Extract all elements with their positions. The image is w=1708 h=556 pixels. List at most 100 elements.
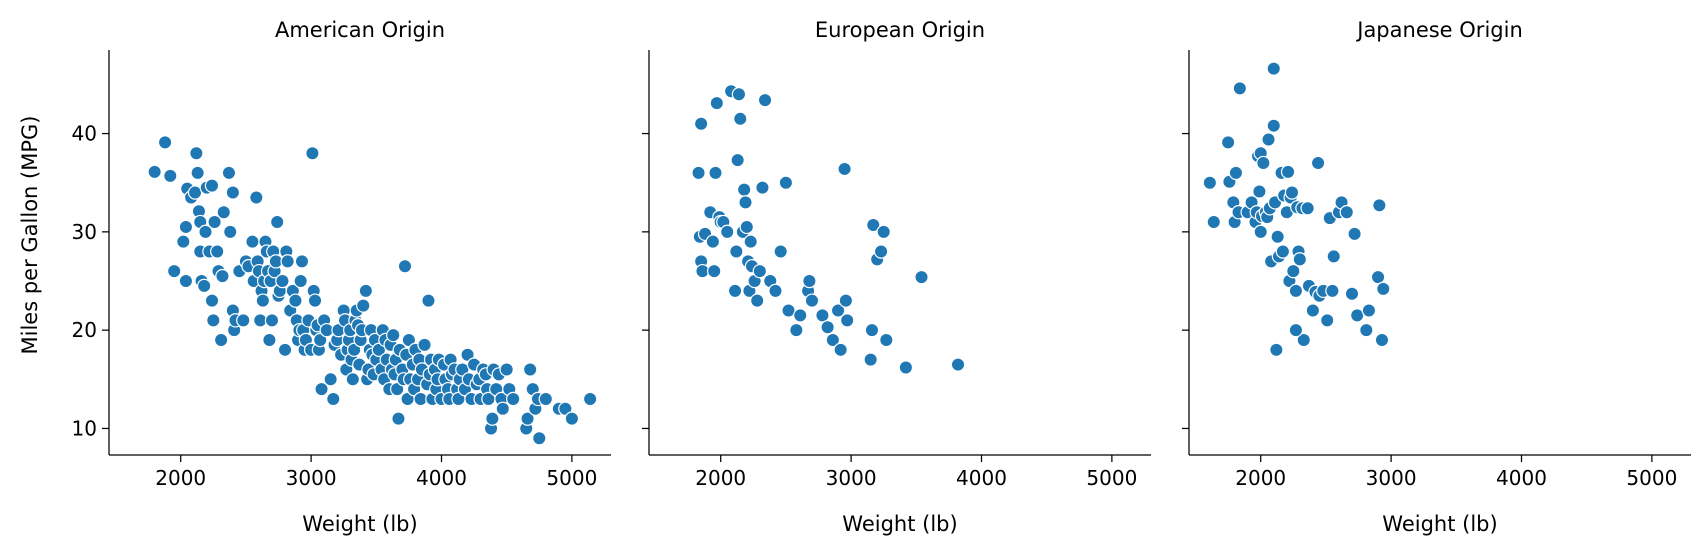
scatter-point	[346, 342, 362, 358]
scatter-point	[1256, 155, 1271, 171]
scatter-point	[1275, 244, 1291, 259]
scatter-point	[460, 347, 475, 362]
y-tick-label: 20	[72, 318, 97, 342]
scatter-point	[1376, 281, 1391, 297]
x-axis-label: Weight (lb)	[1382, 512, 1497, 536]
x-axis-label: Weight (lb)	[302, 512, 417, 536]
scatter-point	[189, 146, 204, 161]
scatter-point	[255, 293, 271, 308]
scatter-point	[245, 234, 260, 249]
scatter-point	[1202, 175, 1218, 190]
scatter-point	[825, 332, 841, 348]
scatter-point	[873, 244, 889, 259]
scatter-point	[1284, 185, 1300, 200]
scatter-point	[277, 342, 293, 358]
panel-title: Japanese Origin	[1355, 18, 1523, 42]
scatter-point	[249, 190, 264, 205]
scatter-point	[876, 224, 891, 240]
scatter-point	[397, 259, 413, 274]
scatter-point	[1320, 313, 1335, 328]
scatter-point	[1266, 118, 1281, 133]
scatter-point	[323, 372, 338, 387]
scatter-point	[863, 352, 878, 367]
scatter-point	[1228, 165, 1244, 181]
panel-2: European Origin 2000 3000 4000 5000 Weight (l…	[642, 18, 1151, 536]
scatter-point	[731, 87, 747, 102]
scatter-point	[307, 293, 323, 308]
x-tick-label: 5000	[1626, 466, 1677, 490]
scatter-point	[864, 322, 880, 338]
scatter-point	[206, 313, 221, 328]
scatter-point	[1347, 226, 1362, 242]
scatter-point	[582, 391, 598, 407]
scatter-point	[313, 332, 328, 348]
scatter-point	[1280, 164, 1296, 180]
scatter-point	[564, 411, 580, 426]
scatter-point	[166, 263, 182, 279]
scatter-point	[1300, 201, 1315, 216]
scatter-points	[147, 135, 598, 446]
scatter-point	[733, 111, 748, 127]
scatter-point	[773, 244, 788, 259]
scatter-point	[879, 332, 894, 348]
scatter-point	[386, 327, 401, 343]
scatter-point	[270, 214, 285, 230]
scatter-point	[1296, 332, 1311, 348]
scatter-point	[738, 195, 753, 210]
scatter-point	[305, 146, 320, 161]
scatter-point	[506, 391, 521, 407]
x-tick-label: 2000	[695, 466, 746, 490]
scatter-point	[830, 303, 846, 318]
x-tick-label: 4000	[416, 466, 467, 490]
scatter-point	[520, 411, 535, 426]
scatter-point	[204, 293, 220, 308]
scatter-point	[838, 293, 854, 308]
x-tick-label: 3000	[1366, 466, 1417, 490]
scatter-point	[778, 175, 794, 190]
panel-title: American Origin	[275, 18, 445, 42]
scatter-point	[176, 234, 191, 249]
scatter-point	[1269, 342, 1284, 358]
scatter-point	[768, 283, 783, 299]
scatter-point	[1310, 155, 1326, 171]
scatter-point	[1344, 286, 1360, 301]
scatter-point	[294, 254, 310, 269]
scatter-point	[1288, 283, 1304, 299]
scatter-point	[288, 293, 303, 308]
scatter-point	[705, 234, 721, 249]
x-axis-label: Weight (lb)	[842, 512, 957, 536]
scatter-point	[866, 217, 881, 233]
scatter-point	[789, 322, 804, 338]
scatter-point	[1286, 263, 1301, 279]
scatter-point	[147, 164, 162, 180]
scatter-point	[706, 263, 722, 279]
scatter-points	[691, 84, 966, 375]
x-tick-label: 3000	[286, 466, 337, 490]
scatter-point	[815, 308, 830, 323]
scatter-point	[401, 332, 417, 348]
scatter-point	[833, 342, 848, 358]
scatter-point	[314, 381, 329, 397]
scatter-point	[736, 182, 752, 197]
scatter-point	[221, 165, 237, 181]
scatter-points	[1202, 61, 1391, 358]
scatter-point	[389, 381, 405, 397]
y-tick-label: 30	[72, 220, 97, 244]
scatter-point	[495, 401, 510, 416]
scatter-point	[215, 268, 230, 284]
scatter-point	[522, 362, 538, 377]
scatter-point	[802, 273, 817, 289]
scatter-point	[1253, 224, 1268, 240]
scatter-point	[417, 337, 432, 353]
panel-3: Japanese Origin 2000 3000 4000 5000 Weight (l…	[1182, 18, 1691, 536]
scatter-point	[356, 298, 371, 313]
scatter-point	[163, 168, 178, 184]
scatter-point	[730, 152, 745, 168]
scatter-point	[950, 357, 966, 372]
scatter-point	[804, 293, 820, 308]
panel-title: European Origin	[815, 18, 985, 42]
scatter-point	[1370, 269, 1386, 285]
scatter-point	[757, 92, 773, 108]
scatter-point	[898, 360, 914, 375]
